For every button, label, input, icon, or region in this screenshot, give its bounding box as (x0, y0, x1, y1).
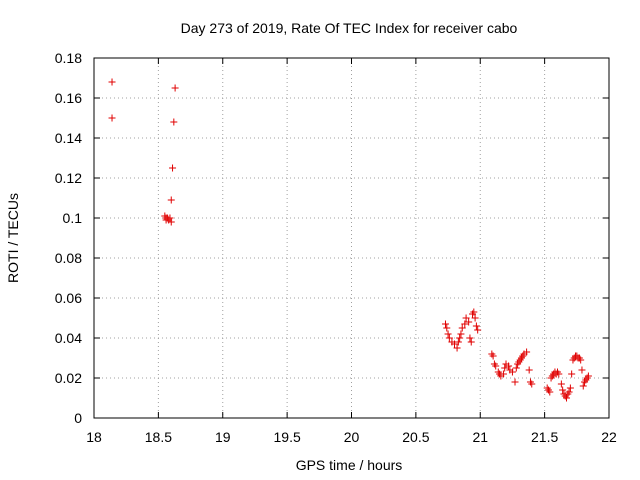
data-point (528, 380, 536, 388)
data-point (162, 216, 170, 224)
data-point (443, 324, 451, 332)
data-point (169, 164, 177, 172)
y-tick-label: 0.12 (55, 170, 82, 186)
y-tick-label: 0.18 (55, 50, 82, 66)
data-point (472, 322, 480, 330)
data-point (108, 114, 116, 122)
data-point (474, 326, 482, 334)
data-point (508, 368, 516, 376)
data-point (563, 394, 571, 402)
data-point (565, 388, 573, 396)
data-point (499, 370, 507, 378)
data-point (454, 338, 462, 346)
data-point (441, 320, 449, 328)
data-point (505, 362, 513, 370)
data-point (557, 380, 565, 388)
data-point (470, 308, 478, 316)
data-point (566, 384, 574, 392)
data-point (525, 366, 533, 374)
data-point (453, 344, 461, 352)
data-point (489, 352, 497, 360)
grid-lines (94, 58, 609, 418)
data-point (577, 356, 585, 364)
y-tick-label: 0.04 (55, 330, 82, 346)
x-tick-label: 22 (601, 429, 617, 445)
data-point (462, 314, 470, 322)
x-tick-label: 21 (472, 429, 488, 445)
data-point (467, 338, 475, 346)
data-point (471, 314, 479, 322)
x-tick-label: 19.5 (274, 429, 301, 445)
plot-frame (93, 57, 610, 419)
data-point (457, 330, 465, 338)
data-point (171, 84, 179, 92)
x-tick-label: 20.5 (402, 429, 429, 445)
data-point (465, 318, 473, 326)
data-point (456, 334, 464, 342)
data-points (108, 78, 592, 402)
y-tick-label: 0.06 (55, 290, 82, 306)
data-point (167, 218, 175, 226)
data-point (523, 348, 531, 356)
data-point (578, 366, 586, 374)
y-tick-label: 0.14 (55, 130, 82, 146)
y-axis-label: ROTI / TECUs (5, 193, 21, 283)
data-point (458, 324, 466, 332)
data-point (579, 382, 587, 390)
y-tick-label: 0.1 (63, 210, 83, 226)
data-point (445, 334, 453, 342)
chart-title: Day 273 of 2019, Rate Of TEC Index for r… (181, 20, 518, 36)
data-point (568, 370, 576, 378)
data-point (584, 372, 592, 380)
data-point (555, 370, 563, 378)
x-tick-label: 18.5 (145, 429, 172, 445)
x-tick-label: 18 (86, 429, 102, 445)
data-point (511, 378, 519, 386)
data-point (466, 334, 474, 342)
x-tick-label: 19 (215, 429, 231, 445)
data-point (512, 364, 520, 372)
data-point (167, 196, 175, 204)
y-tick-label: 0.16 (55, 90, 82, 106)
x-tick-label: 21.5 (531, 429, 558, 445)
data-point (461, 320, 469, 328)
x-tick-labels: 18 18.5 19 19.5 20 20.5 21 21.5 22 (86, 429, 617, 445)
data-point (444, 330, 452, 338)
y-tick-label: 0.02 (55, 370, 82, 386)
data-point (546, 388, 554, 396)
y-tick-label: 0.08 (55, 250, 82, 266)
y-tick-labels: 0 0.02 0.04 0.06 0.08 0.1 0.12 0.14 0.16 0.18 (55, 50, 82, 426)
x-tick-label: 20 (344, 429, 360, 445)
data-point (108, 78, 116, 86)
x-axis-label: GPS time / hours (296, 457, 403, 473)
data-point (170, 118, 178, 126)
data-point (501, 364, 509, 372)
data-point (492, 362, 500, 370)
data-point (559, 386, 567, 394)
y-tick-label: 0 (74, 410, 82, 426)
data-point (451, 340, 458, 348)
data-point (166, 214, 174, 222)
